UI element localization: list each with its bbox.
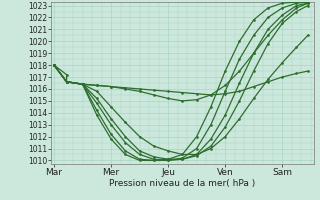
X-axis label: Pression niveau de la mer( hPa ): Pression niveau de la mer( hPa ) bbox=[109, 179, 256, 188]
